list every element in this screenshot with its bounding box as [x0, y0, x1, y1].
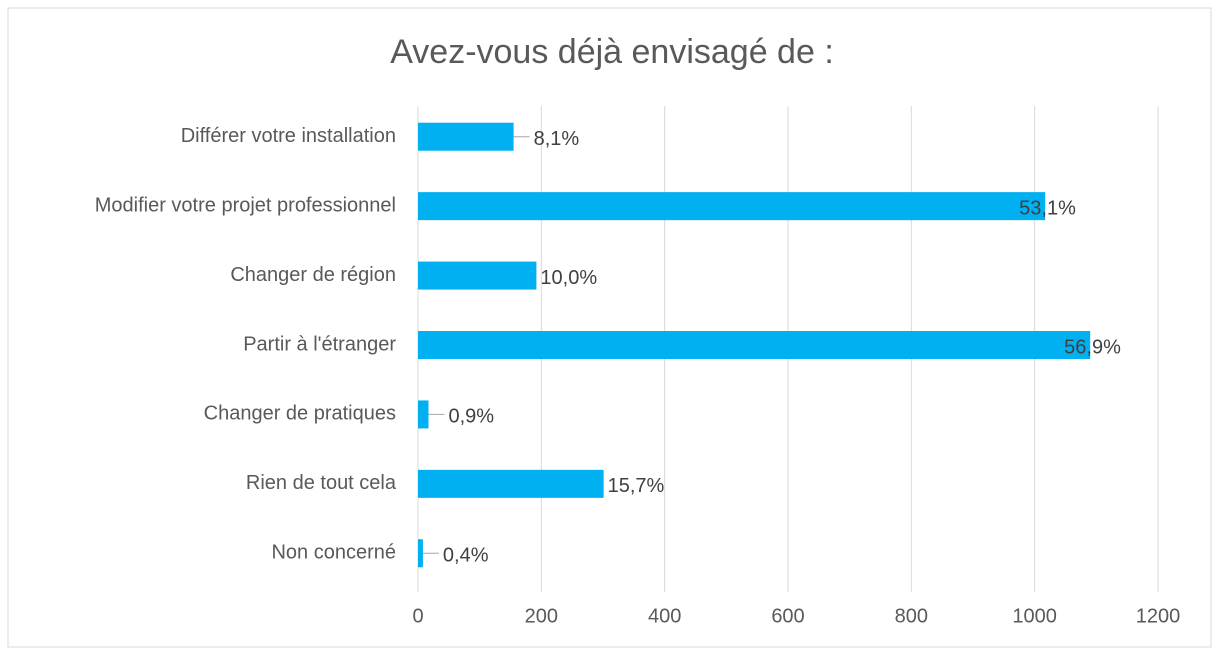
bar — [418, 539, 423, 568]
x-tick-label: 800 — [895, 605, 928, 627]
y-tick-label: Partir à l'étranger — [243, 333, 396, 355]
bar — [418, 400, 429, 429]
data-label: 0,4% — [443, 545, 489, 567]
bar — [418, 469, 604, 498]
y-tick-label: Modifier votre projet professionnel — [95, 194, 396, 216]
bar — [418, 192, 1046, 221]
x-tick-label: 400 — [648, 605, 681, 627]
data-label: 15,7% — [608, 475, 665, 497]
y-tick-label: Non concerné — [271, 542, 396, 564]
bar — [418, 122, 514, 151]
bar — [418, 261, 537, 290]
y-tick-label: Changer de région — [230, 264, 396, 286]
data-label: 8,1% — [534, 128, 580, 150]
bar — [418, 331, 1091, 359]
x-tick-label: 1200 — [1136, 605, 1181, 627]
chart-frame — [7, 7, 1212, 648]
data-label: 10,0% — [540, 267, 597, 289]
x-tick-label: 600 — [771, 605, 804, 627]
chart-title: Avez-vous déjà envisagé de : — [390, 33, 834, 71]
y-tick-label: Changer de pratiques — [204, 403, 396, 425]
x-tick-label: 200 — [525, 605, 558, 627]
x-tick-label: 1000 — [1012, 605, 1057, 627]
data-label: 53,1% — [1019, 197, 1076, 219]
y-tick-label: Différer votre installation — [181, 125, 396, 147]
x-tick-label: 0 — [412, 605, 423, 627]
y-tick-label: Rien de tout cela — [246, 472, 397, 494]
data-label: 0,9% — [448, 406, 494, 428]
data-label: 56,9% — [1064, 336, 1121, 358]
